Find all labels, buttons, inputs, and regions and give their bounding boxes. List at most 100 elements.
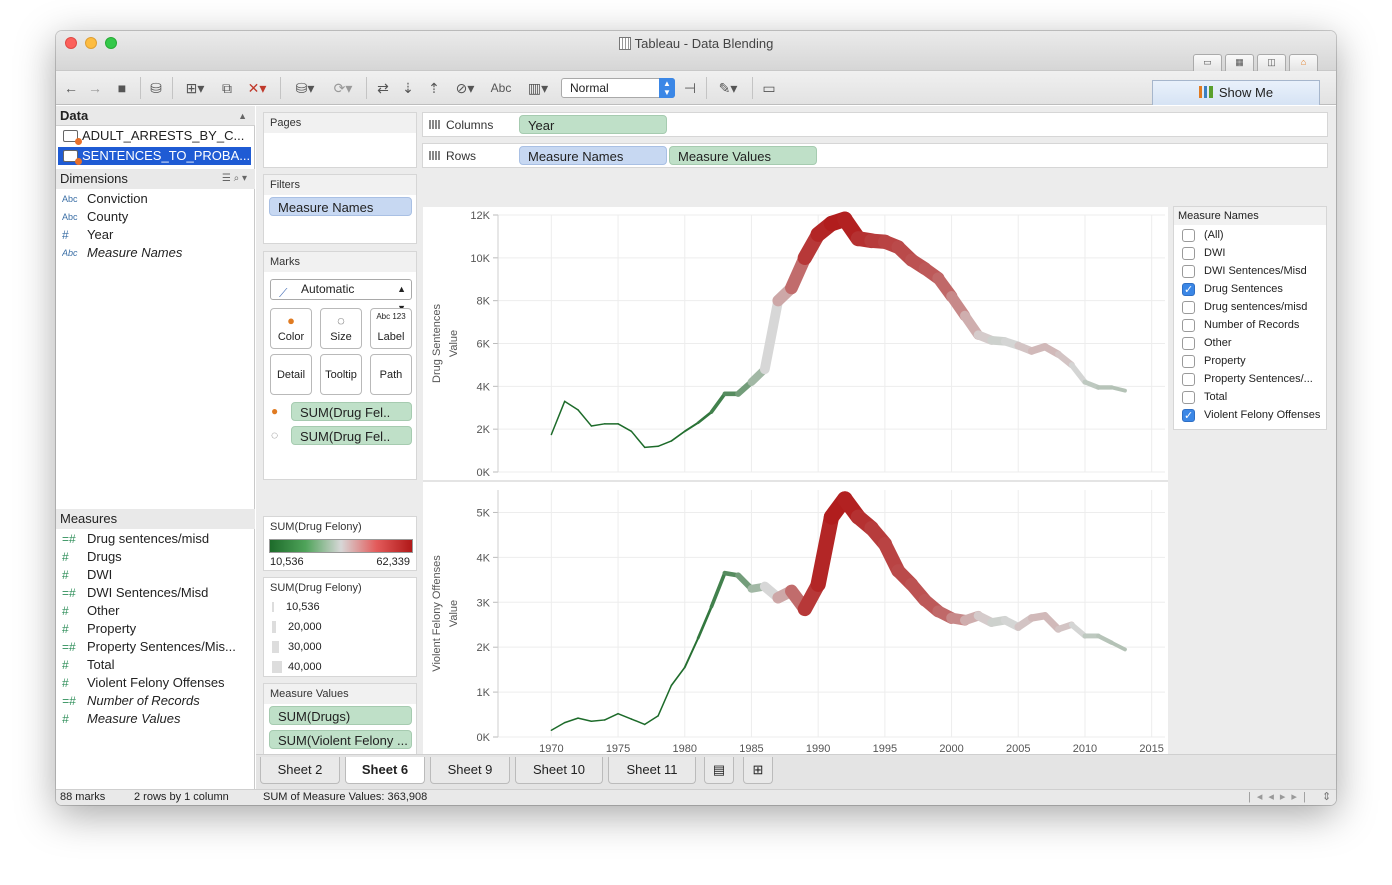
rows-pill-measure-values[interactable]: Measure Values (669, 146, 817, 165)
sheet-tab-active[interactable]: Sheet 6 (345, 757, 425, 784)
size-field-pill[interactable]: SUM(Drug Fel.. (291, 426, 412, 445)
path-button[interactable]: Path (370, 354, 412, 395)
measure-field[interactable]: =# DWI Sentences/Misd (62, 584, 252, 602)
home-tab[interactable]: ⌂ (1289, 54, 1318, 71)
status-menu-icon[interactable]: ⇕ (1322, 791, 1332, 803)
measure-field[interactable]: # Total (62, 656, 252, 674)
visualization[interactable]: 1970 1975 1980 1985 1990 1995 2000 2005 2010 2015… (423, 207, 1168, 779)
unchecked-checkbox[interactable] (1182, 319, 1195, 332)
presentation-mode-tab[interactable]: ▭ (1193, 54, 1222, 71)
new-dashboard-tab-icon[interactable]: ⊞ (743, 757, 773, 784)
unchecked-checkbox[interactable] (1182, 265, 1195, 278)
pages-card[interactable]: Pages (263, 112, 417, 168)
measure-field[interactable]: =# Property Sentences/Mis... (62, 638, 252, 656)
show-me-button[interactable]: Show Me (1152, 80, 1320, 105)
dimension-field[interactable]: Abc County (62, 208, 252, 226)
group-members-icon[interactable]: ⊘▾ (455, 80, 475, 96)
dimension-field[interactable]: Abc Measure Names (62, 244, 252, 262)
swap-icon[interactable]: ⇄ (377, 80, 389, 96)
new-data-source-icon[interactable]: ⛁ (150, 80, 162, 96)
highlight-icon[interactable]: ✎▾ (718, 80, 738, 96)
pin-axes-icon[interactable]: ⊣ (683, 80, 697, 96)
columns-shelf[interactable]: Columns Year (422, 112, 1328, 137)
measure-names-legend-item[interactable]: Property Sentences/... (1182, 371, 1327, 389)
measure-names-legend-item[interactable]: DWI (1182, 245, 1327, 263)
sort-ascending-icon[interactable]: ⇣ (402, 80, 414, 96)
color-legend-card[interactable]: SUM(Drug Felony) 10,536 62,339 (263, 516, 417, 571)
measure-names-legend-item[interactable]: Total (1182, 389, 1327, 407)
checked-checkbox[interactable] (1182, 408, 1195, 424)
measure-field[interactable]: # Other (62, 602, 252, 620)
measure-names-legend-item[interactable]: Other (1182, 335, 1327, 353)
fix-axes-icon[interactable]: ▥▾ (527, 80, 549, 96)
size-legend-card[interactable]: SUM(Drug Felony) 10,536 20,000 30,000 40… (263, 577, 417, 677)
view-as-list-icon[interactable]: ☰ (221, 173, 231, 184)
measure-names-legend-item[interactable]: DWI Sentences/Misd (1182, 263, 1327, 281)
detail-button[interactable]: Detail (270, 354, 312, 395)
sheet-tab[interactable]: Sheet 2 (260, 757, 340, 784)
measure-names-legend-item[interactable]: Drug sentences/misd (1182, 299, 1327, 317)
data-source-item[interactable]: ADULT_ARRESTS_BY_C... (58, 127, 251, 145)
clear-sheet-icon[interactable]: ✕▾ (247, 80, 267, 96)
pause-updates-icon[interactable]: ⛁▾ (295, 80, 315, 96)
sheet-tab[interactable]: Sheet 10 (515, 757, 603, 784)
color-field-pill[interactable]: SUM(Drug Fel.. (291, 402, 412, 421)
fit-select[interactable]: Normal ▲ ▼ (561, 78, 675, 98)
measure-names-legend-item[interactable]: Drug Sentences (1182, 281, 1327, 299)
unchecked-checkbox[interactable] (1182, 247, 1195, 260)
checked-checkbox[interactable] (1182, 282, 1195, 298)
measure-names-legend-item[interactable]: Number of Records (1182, 317, 1327, 335)
tooltip-button[interactable]: Tooltip (320, 354, 362, 395)
unchecked-checkbox[interactable] (1182, 355, 1195, 368)
find-field-icon[interactable]: ⌕ (233, 173, 240, 184)
rows-shelf[interactable]: Rows Measure Names Measure Values (422, 143, 1328, 168)
line-chart[interactable]: 1970 1975 1980 1985 1990 1995 2000 2005 2010 2015… (423, 207, 1168, 779)
sort-descending-icon[interactable]: ⇡ (428, 80, 440, 96)
columns-pill-year[interactable]: Year (519, 115, 667, 134)
measure-field[interactable]: =# Drug sentences/misd (62, 530, 252, 548)
duplicate-sheet-icon[interactable]: ⧉ (222, 80, 232, 96)
measure-names-legend-item[interactable]: Property (1182, 353, 1327, 371)
measure-field[interactable]: # Violent Felony Offenses (62, 674, 252, 692)
dimension-field[interactable]: # Year (62, 226, 252, 244)
measure-value-pill[interactable]: SUM(Violent Felony ... (269, 730, 412, 749)
measure-field[interactable]: =# Number of Records (62, 692, 252, 710)
measure-field[interactable]: # Property (62, 620, 252, 638)
dimension-field[interactable]: Abc Conviction (62, 190, 252, 208)
unchecked-checkbox[interactable] (1182, 301, 1195, 314)
measure-field[interactable]: # Drugs (62, 548, 252, 566)
sheet-tab[interactable]: Sheet 9 (430, 757, 510, 784)
sheet-sorter-tab[interactable]: ▦ (1225, 54, 1254, 71)
label-button[interactable]: Abc 123 Label (370, 308, 412, 349)
maximize-window-button[interactable] (105, 37, 117, 49)
new-worksheet-icon[interactable]: ⊞▾ (185, 80, 205, 96)
data-pane-menu-icon[interactable]: ▲ (238, 111, 247, 121)
data-source-item-selected[interactable]: SENTENCES_TO_PROBA... (58, 147, 251, 165)
unchecked-checkbox[interactable] (1182, 337, 1195, 350)
measure-names-legend-item[interactable]: (All) (1182, 227, 1327, 245)
back-icon[interactable]: ← (64, 80, 78, 96)
close-window-button[interactable] (65, 37, 77, 49)
sheet-tab[interactable]: Sheet 11 (608, 757, 696, 784)
save-icon[interactable]: ■ (117, 80, 127, 96)
show-mark-labels-icon[interactable]: Abc (490, 81, 512, 95)
refresh-icon[interactable]: ⟳▾ (333, 80, 353, 96)
new-worksheet-tab-icon[interactable]: ▤ (704, 757, 734, 784)
rows-pill-measure-names[interactable]: Measure Names (519, 146, 667, 165)
mark-type-select[interactable]: ⟋ Automatic ▲▼ (270, 279, 412, 313)
measure-field[interactable]: # DWI (62, 566, 252, 584)
measure-names-legend-item[interactable]: Violent Felony Offenses (1182, 407, 1327, 425)
dimensions-menu-icon[interactable]: ▾ (241, 173, 247, 184)
forward-icon[interactable]: → (88, 80, 102, 96)
unchecked-checkbox[interactable] (1182, 229, 1195, 242)
filter-pill-measure-names[interactable]: Measure Names (269, 197, 412, 216)
filters-card[interactable]: Filters Measure Names (263, 174, 417, 244)
unchecked-checkbox[interactable] (1182, 391, 1195, 404)
presentation-icon[interactable]: ▭ (762, 80, 776, 96)
data-source-tab[interactable]: ◫ (1257, 54, 1286, 71)
sheet-navigation-icons[interactable]: |◂◂▸▸| (1248, 791, 1312, 803)
measure-value-pill[interactable]: SUM(Drugs) (269, 706, 412, 725)
measure-field[interactable]: # Measure Values (62, 710, 252, 728)
unchecked-checkbox[interactable] (1182, 373, 1195, 386)
size-button[interactable]: ◌ Size (320, 308, 362, 349)
